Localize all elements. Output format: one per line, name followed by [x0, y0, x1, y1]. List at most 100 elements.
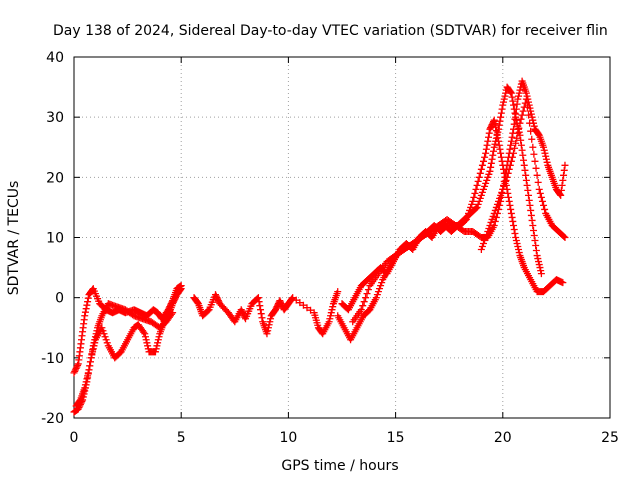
data-point-fill	[509, 97, 517, 105]
data-point-fill	[504, 169, 512, 177]
data-point-fill	[464, 211, 472, 219]
data-point-fill	[139, 327, 147, 335]
data-point	[520, 161, 528, 169]
data-point-fill	[153, 342, 161, 350]
data-point-fill	[95, 297, 103, 305]
data-point-fill	[258, 314, 266, 322]
data-point-fill	[536, 264, 544, 272]
data-point-fill	[506, 87, 514, 95]
data-point-fill	[91, 336, 99, 344]
data-point-fill	[492, 213, 500, 221]
data-point-fill	[517, 136, 525, 144]
data-point-fill	[560, 232, 568, 240]
data-point-fill	[495, 121, 503, 129]
data-point-fill	[507, 137, 515, 145]
data-point-fill	[142, 336, 150, 344]
data-point-fill	[535, 258, 543, 266]
data-point-fill	[526, 274, 534, 282]
data-point-fill	[508, 213, 516, 221]
data-point-fill	[307, 306, 315, 314]
data-point-fill	[154, 336, 162, 344]
data-point-fill	[81, 381, 89, 389]
data-point-fill	[507, 157, 515, 165]
data-point-fill	[540, 201, 548, 209]
data-point-fill	[511, 144, 519, 152]
data-point-fill	[239, 309, 247, 317]
data-point	[503, 173, 511, 181]
data-point-fill	[519, 151, 527, 159]
data-point-fill	[467, 203, 475, 211]
data-point-fill	[82, 305, 90, 313]
data-point-fill	[169, 298, 177, 306]
data-point-fill	[363, 290, 371, 298]
data-point-fill	[314, 321, 322, 329]
data-point	[561, 161, 569, 169]
data-point-fill	[82, 378, 90, 386]
data-point-fill	[558, 181, 566, 189]
data-point-fill	[491, 140, 499, 148]
data-point-fill	[360, 298, 368, 306]
data-point	[537, 270, 545, 278]
data-point-fill	[527, 206, 535, 214]
data-point-fill	[560, 171, 568, 179]
data-point-fill	[247, 302, 255, 310]
data-point-fill	[492, 137, 500, 145]
data-point-fill	[374, 288, 382, 296]
data-point-fill	[123, 338, 131, 346]
data-point-fill	[505, 165, 513, 173]
data-point-fill	[530, 150, 538, 158]
data-point-fill	[277, 300, 285, 308]
data-point-fill	[474, 200, 482, 208]
data-point-fill	[521, 166, 529, 174]
data-point-fill	[472, 204, 480, 212]
data-point-fill	[527, 211, 535, 219]
data-point-fill	[502, 89, 510, 97]
data-point-fill	[500, 98, 508, 106]
data-point-fill	[356, 308, 364, 316]
data-point-fill	[83, 375, 91, 383]
data-point-fill	[213, 294, 221, 302]
data-point-fill	[476, 169, 484, 177]
data-point-fill	[482, 145, 490, 153]
data-point-fill	[193, 298, 201, 306]
data-point-fill	[497, 149, 505, 157]
data-point-fill	[526, 201, 534, 209]
data-point-fill	[487, 218, 495, 226]
data-point	[525, 191, 533, 199]
data-point	[482, 149, 490, 157]
data-point-fill	[327, 309, 335, 317]
data-point-fill	[511, 115, 519, 123]
axis-ticks	[73, 56, 611, 419]
data-point-fill	[176, 287, 184, 295]
data-point-fill	[481, 153, 489, 161]
data-point-fill	[483, 230, 491, 238]
data-point-fill	[471, 205, 479, 213]
data-point-fill	[88, 350, 96, 358]
y-tick-label: 40	[46, 50, 64, 66]
data-point-fill	[532, 242, 540, 250]
data-point-fill	[485, 133, 493, 141]
data-point-fill	[512, 110, 520, 118]
data-point-fill	[90, 339, 98, 347]
data-point-fill	[292, 296, 300, 304]
data-point-fill	[204, 307, 212, 315]
data-point-fill	[80, 386, 88, 394]
data-point-fill	[377, 282, 385, 290]
data-point-fill	[535, 261, 543, 269]
data-point-fill	[484, 173, 492, 181]
data-point-fill	[483, 141, 491, 149]
data-point-fill	[496, 117, 504, 125]
data-point-fill	[475, 197, 483, 205]
data-point-fill	[103, 339, 111, 347]
data-point-fill	[506, 161, 514, 169]
data-point	[490, 209, 498, 217]
data-point-fill	[558, 278, 566, 286]
data-point-fill	[547, 171, 555, 179]
data-point-fill	[485, 170, 493, 178]
data-point-fill	[81, 308, 89, 316]
data-point	[486, 125, 494, 133]
data-point-fill	[101, 333, 109, 341]
data-point-fill	[507, 88, 515, 96]
data-point-fill	[89, 346, 97, 354]
data-point-fill	[512, 116, 520, 124]
